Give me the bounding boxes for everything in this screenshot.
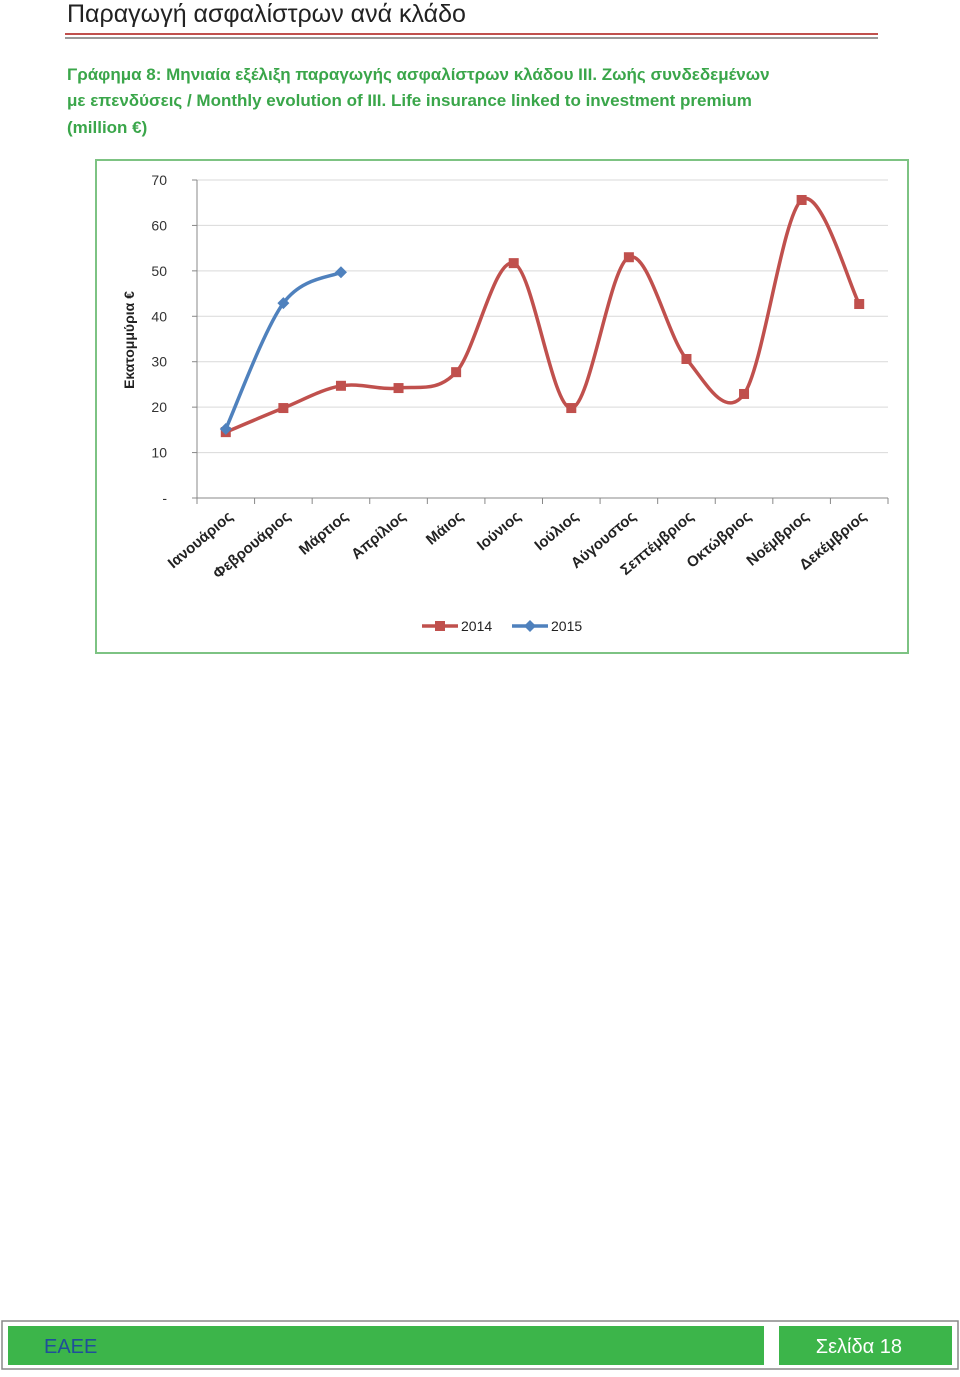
y-tick-label: 50 bbox=[151, 263, 167, 279]
marker bbox=[335, 380, 346, 391]
footer-left-box bbox=[8, 1326, 764, 1365]
marker bbox=[681, 353, 692, 364]
legend-label: 2015 bbox=[551, 618, 582, 634]
marker bbox=[508, 258, 519, 269]
y-tick-label: - bbox=[162, 490, 167, 506]
series-line bbox=[224, 270, 342, 430]
y-tick-label: 10 bbox=[151, 445, 167, 461]
marker bbox=[277, 297, 290, 310]
marker bbox=[854, 299, 865, 310]
marker bbox=[435, 621, 445, 631]
y-tick-label: 70 bbox=[151, 172, 167, 188]
marker bbox=[524, 620, 536, 632]
y-tick-label: 40 bbox=[151, 308, 167, 324]
marker bbox=[739, 388, 750, 399]
caption-line: με επενδύσεις / Monthly evolution of III… bbox=[67, 91, 752, 110]
marker bbox=[451, 367, 462, 378]
marker bbox=[334, 266, 347, 279]
footer-right-box bbox=[779, 1326, 952, 1365]
y-tick-label: 20 bbox=[151, 399, 167, 415]
marker bbox=[278, 403, 289, 414]
header-title: Παραγωγή ασφαλίστρων ανά κλάδο bbox=[67, 0, 466, 28]
marker bbox=[393, 383, 404, 394]
caption-line: (million €) bbox=[67, 118, 147, 137]
legend-label: 2014 bbox=[461, 618, 492, 634]
y-axis-label: Εκατομμύρια € bbox=[121, 291, 137, 389]
marker bbox=[566, 403, 577, 414]
marker bbox=[623, 252, 634, 263]
marker bbox=[796, 194, 807, 205]
y-tick-label: 30 bbox=[151, 354, 167, 370]
footer-page: Σελίδα 18 bbox=[816, 1336, 902, 1358]
marker bbox=[219, 422, 232, 435]
caption-line: Γράφημα 8: Μηνιαία εξέλιξη παραγωγής ασφ… bbox=[67, 65, 770, 84]
footer-org: ΕΑΕΕ bbox=[44, 1336, 97, 1358]
y-tick-label: 60 bbox=[151, 217, 167, 233]
chart-frame bbox=[95, 159, 909, 654]
footer-frame bbox=[1, 1320, 959, 1370]
